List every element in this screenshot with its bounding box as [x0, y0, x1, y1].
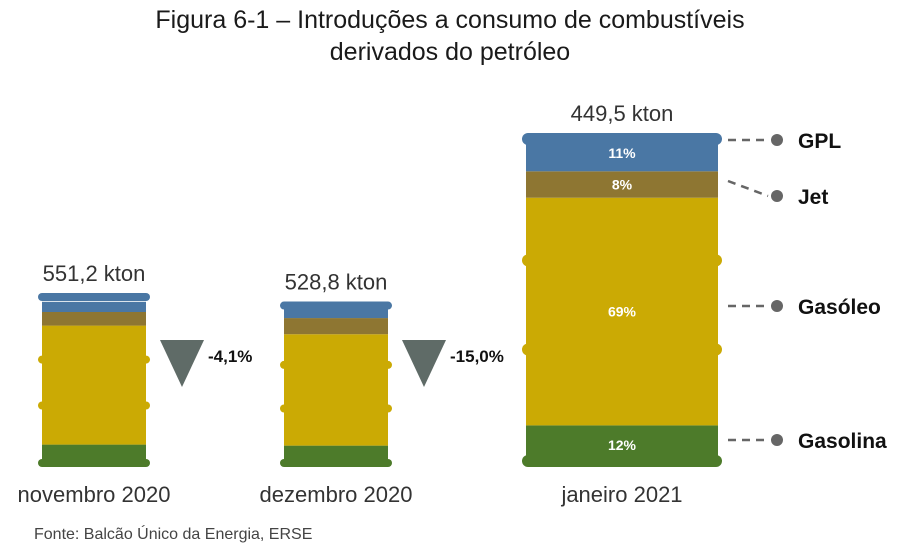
category-label: dezembro 2020 [260, 482, 413, 507]
barrel-segment-jet [42, 312, 146, 326]
category-label: novembro 2020 [18, 482, 171, 507]
change-label: -15,0% [450, 347, 504, 366]
legend-dot [771, 134, 783, 146]
category-label: janeiro 2021 [560, 482, 682, 507]
legend-gasolina: Gasolina [798, 430, 887, 453]
barrel-1 [38, 293, 150, 467]
decrease-triangle [402, 340, 446, 387]
segment-label-jet: 8% [612, 177, 633, 193]
barrel-top-rim [280, 301, 392, 310]
chart-title-line-2: derivados do petróleo [329, 38, 571, 66]
source-note: Fonte: Balcão Único da Energia, ERSE [34, 526, 313, 543]
legend-connector [727, 179, 769, 198]
chart-title-line-1: Figura 6-1 – Introduções a consumo de co… [155, 6, 745, 34]
legend-gasoleo: Gasóleo [798, 296, 881, 319]
barrel-hoop [38, 401, 150, 410]
barrel-2 [280, 301, 392, 467]
barrel-segment-gasleo [284, 334, 388, 446]
decrease-triangle [160, 340, 204, 387]
segment-label-gpl: 11% [608, 145, 636, 161]
total-label: 449,5 kton [571, 101, 674, 126]
segment-label-gasleo: 69% [608, 304, 637, 320]
legend-dot [771, 434, 783, 446]
legend-dot [771, 300, 783, 312]
barrel-segment-gasleo [42, 325, 146, 445]
barrel-hoop [38, 355, 150, 364]
legend-dot [771, 190, 783, 202]
barrel-hoop [522, 254, 722, 267]
barrel-hoop [280, 404, 392, 413]
barrel-segment-jet [526, 171, 718, 198]
segment-label-gasolina: 12% [608, 437, 637, 453]
total-label: 551,2 kton [43, 261, 146, 286]
barrel-top-rim [38, 293, 150, 301]
change-label: -4,1% [208, 347, 252, 366]
barrel-segment-gpl [42, 301, 146, 312]
barrel-top-rim [522, 133, 722, 145]
barrel-3 [522, 133, 722, 467]
legend-gpl: GPL [798, 130, 841, 153]
chart-title: Figura 6-1 – Introduções a consumo de co… [0, 4, 900, 68]
barrel-bottom-rim [280, 459, 392, 467]
barrel-bottom-rim [522, 455, 722, 467]
barrel-bottom-rim [38, 459, 150, 467]
legend-jet: Jet [798, 186, 828, 209]
total-label: 528,8 kton [285, 270, 388, 295]
barrel-segment-jet [284, 318, 388, 335]
barrel-segment-gasleo [526, 197, 718, 426]
barrel-hoop [522, 343, 722, 356]
barrel-hoop [280, 360, 392, 369]
